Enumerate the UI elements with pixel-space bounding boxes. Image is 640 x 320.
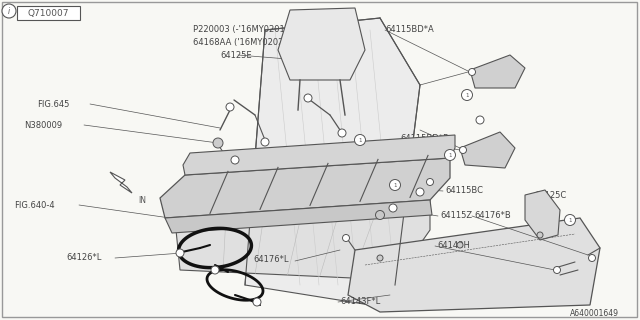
Text: 64115Z: 64115Z bbox=[440, 211, 472, 220]
Circle shape bbox=[461, 90, 472, 100]
Text: P220003 (-'16MY0201): P220003 (-'16MY0201) bbox=[193, 25, 288, 34]
Circle shape bbox=[338, 129, 346, 137]
Text: 1: 1 bbox=[448, 153, 452, 157]
Text: FIG.645: FIG.645 bbox=[37, 100, 69, 108]
Text: 64115BC: 64115BC bbox=[445, 186, 483, 195]
Polygon shape bbox=[165, 200, 432, 233]
Polygon shape bbox=[110, 172, 132, 193]
Circle shape bbox=[342, 235, 349, 242]
Polygon shape bbox=[348, 218, 600, 312]
Circle shape bbox=[457, 242, 463, 248]
Circle shape bbox=[253, 298, 261, 306]
Text: 64126*L: 64126*L bbox=[66, 253, 101, 262]
Circle shape bbox=[537, 232, 543, 238]
Text: 1: 1 bbox=[465, 92, 468, 98]
Circle shape bbox=[589, 254, 595, 261]
Circle shape bbox=[445, 149, 456, 161]
Polygon shape bbox=[183, 135, 455, 175]
Circle shape bbox=[426, 179, 433, 186]
Circle shape bbox=[226, 103, 234, 111]
Polygon shape bbox=[470, 55, 525, 88]
Text: 64176*B: 64176*B bbox=[474, 211, 511, 220]
Circle shape bbox=[376, 211, 385, 220]
Circle shape bbox=[460, 147, 467, 154]
Circle shape bbox=[476, 116, 484, 124]
Circle shape bbox=[377, 255, 383, 261]
Text: 64115BD*A: 64115BD*A bbox=[385, 25, 434, 34]
Polygon shape bbox=[160, 158, 450, 218]
Polygon shape bbox=[525, 190, 560, 240]
Text: 64143H: 64143H bbox=[437, 241, 470, 250]
Circle shape bbox=[355, 134, 365, 146]
Circle shape bbox=[468, 68, 476, 76]
Text: 64125C: 64125C bbox=[534, 190, 566, 199]
Polygon shape bbox=[245, 18, 420, 305]
Text: 64176*L: 64176*L bbox=[253, 255, 289, 265]
Polygon shape bbox=[278, 8, 365, 80]
Text: 64115BD*B: 64115BD*B bbox=[400, 133, 449, 142]
Circle shape bbox=[564, 214, 575, 226]
Circle shape bbox=[304, 94, 312, 102]
Text: 1: 1 bbox=[393, 182, 397, 188]
Circle shape bbox=[231, 156, 239, 164]
Circle shape bbox=[416, 188, 424, 196]
Text: 64143F*L: 64143F*L bbox=[340, 298, 380, 307]
Text: 64125E: 64125E bbox=[220, 51, 252, 60]
Text: IN: IN bbox=[138, 196, 146, 204]
Text: 1: 1 bbox=[568, 218, 572, 222]
Polygon shape bbox=[460, 132, 515, 168]
Text: N380009: N380009 bbox=[24, 121, 62, 130]
Text: 64168AA ('16MY0202-): 64168AA ('16MY0202-) bbox=[193, 37, 290, 46]
Circle shape bbox=[390, 180, 401, 190]
Circle shape bbox=[2, 4, 16, 18]
Circle shape bbox=[176, 249, 184, 257]
Text: 1: 1 bbox=[358, 138, 362, 142]
Circle shape bbox=[554, 267, 561, 274]
Text: FIG.640-4: FIG.640-4 bbox=[14, 201, 54, 210]
Text: Q510064: Q510064 bbox=[287, 203, 325, 212]
Circle shape bbox=[211, 266, 219, 274]
Polygon shape bbox=[175, 185, 430, 280]
Text: Q710007: Q710007 bbox=[28, 9, 68, 18]
FancyBboxPatch shape bbox=[17, 5, 79, 20]
Circle shape bbox=[389, 204, 397, 212]
Circle shape bbox=[261, 138, 269, 146]
Text: i: i bbox=[8, 6, 10, 15]
Circle shape bbox=[213, 138, 223, 148]
Text: A640001649: A640001649 bbox=[570, 309, 619, 318]
